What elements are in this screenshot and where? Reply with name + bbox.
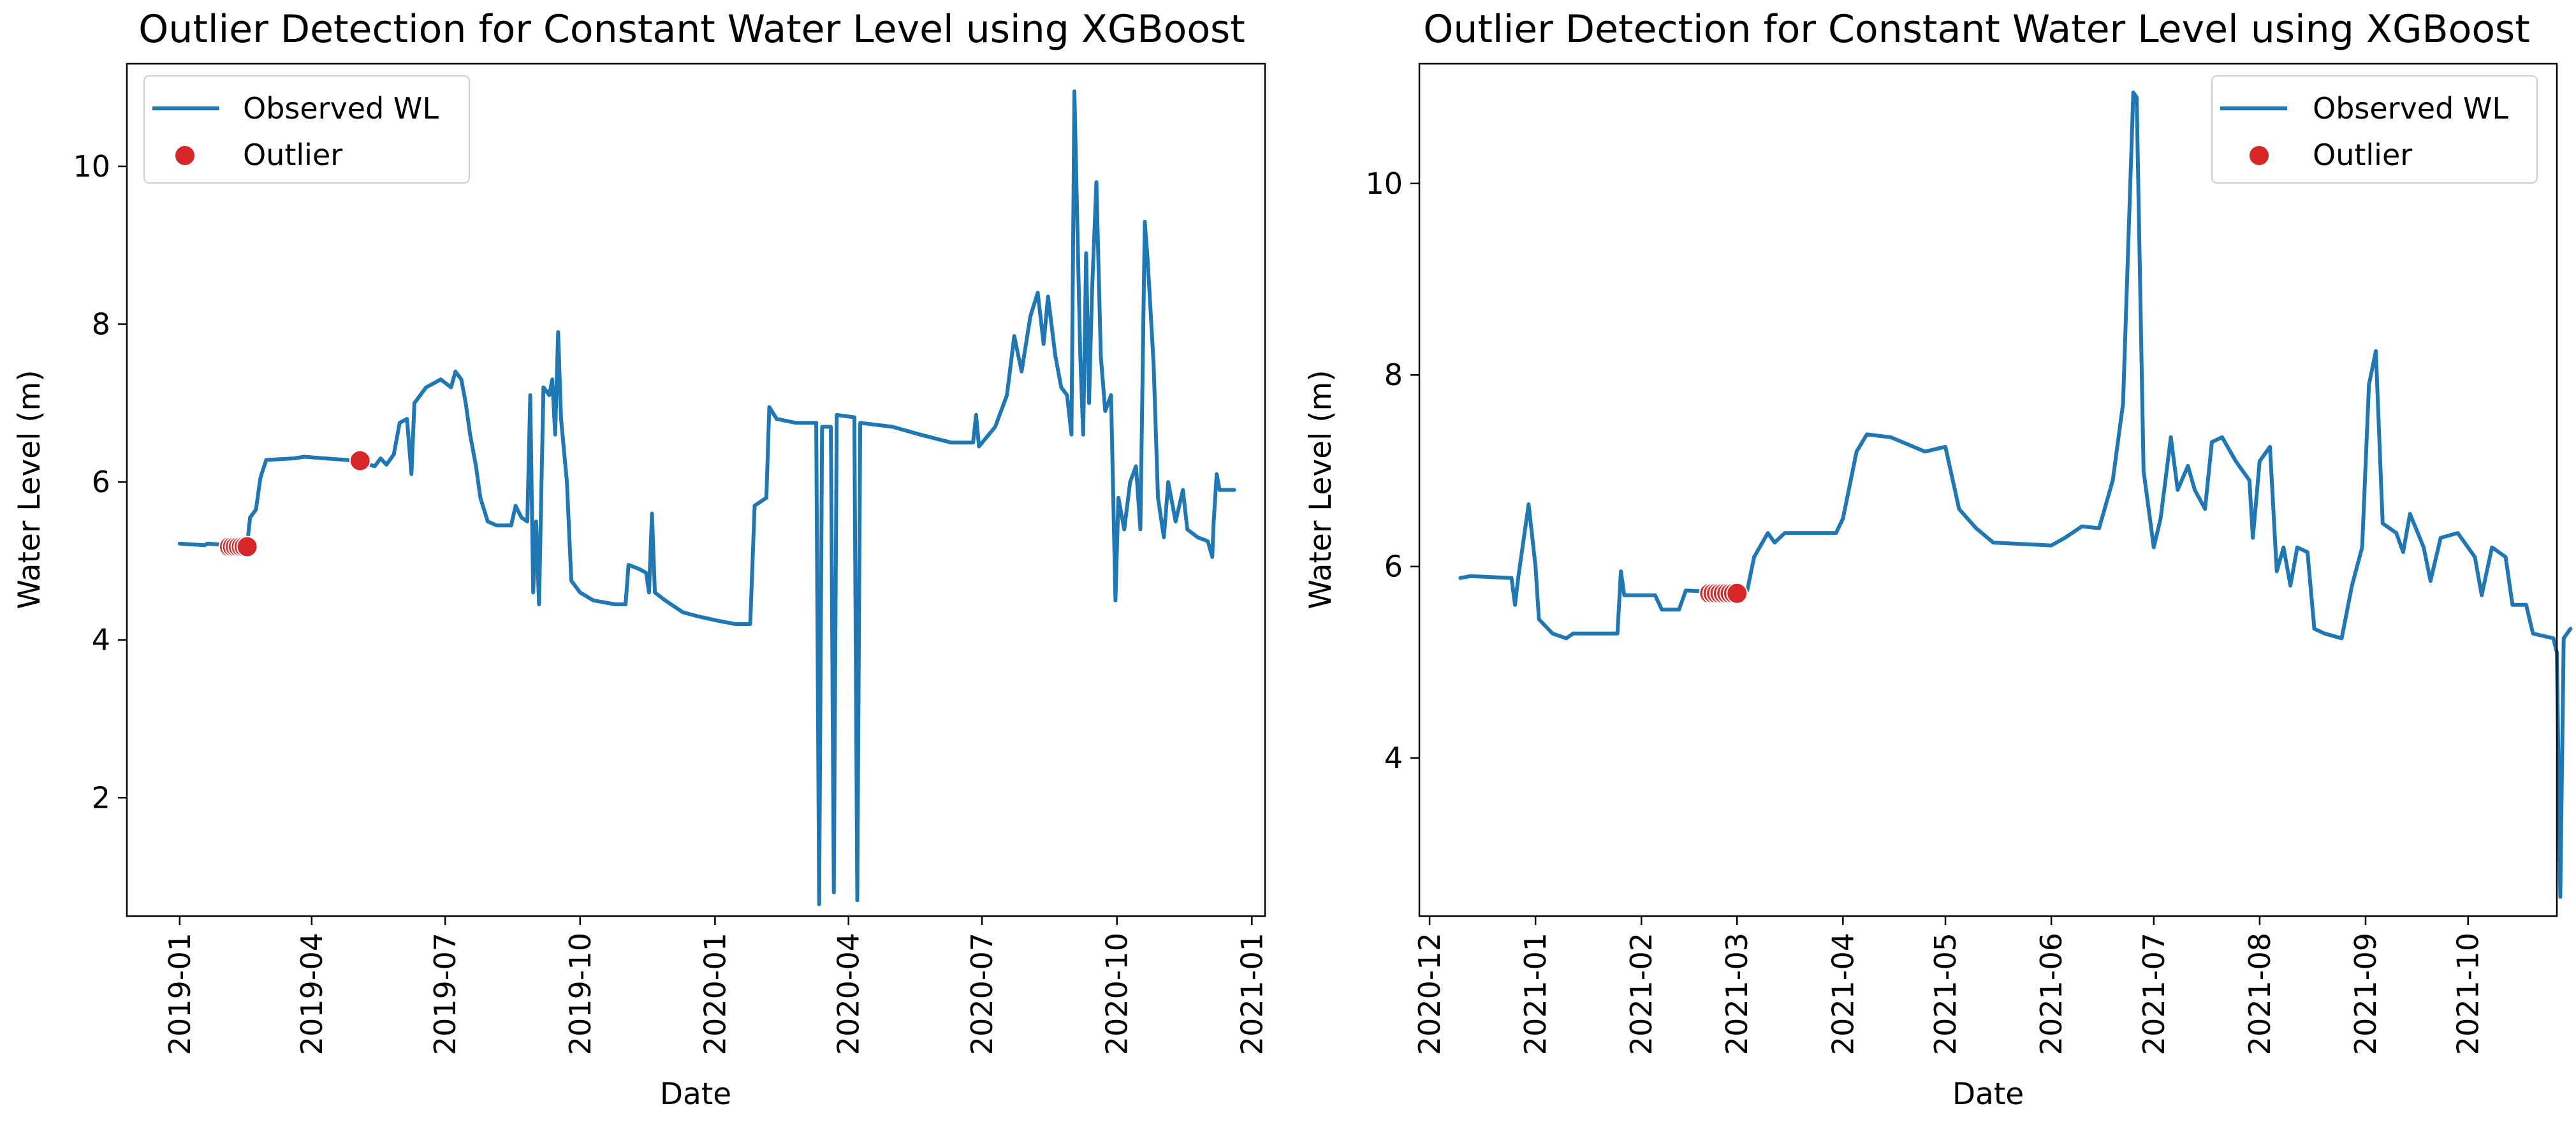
left-x-tick-label: 2019-07 <box>428 933 462 1055</box>
right-x-tick-label: 2021-04 <box>1826 933 1860 1055</box>
right-x-tick-label: 2020-12 <box>1412 933 1447 1055</box>
left-x-tick-label: 2019-04 <box>295 933 329 1055</box>
chart-left-legend-label-outlier: Outlier <box>243 138 342 172</box>
left-x-tick-label: 2020-04 <box>831 933 866 1055</box>
left-outlier-point <box>236 535 258 558</box>
chart-right-title: Outlier Detection for Constant Water Lev… <box>1423 7 2530 52</box>
chart-right-legend-label-outlier: Outlier <box>2313 138 2412 172</box>
right-y-tick-label: 4 <box>1384 741 1403 775</box>
chart-right-frame <box>1418 62 2558 917</box>
right-x-tick-label: 2021-07 <box>2137 933 2171 1055</box>
right-x-tick-label: 2021-05 <box>1928 933 1963 1055</box>
chart-right-xlabel: Date <box>1952 1077 2024 1112</box>
left-outlier-point <box>349 449 371 472</box>
right-y-tick-label: 10 <box>1365 166 1403 201</box>
left-x-tick-label: 2021-01 <box>1234 933 1269 1055</box>
left-x-tick-label: 2020-01 <box>698 933 732 1055</box>
right-x-tick-label: 2021-03 <box>1720 933 1754 1055</box>
chart-left-plot: 2 4 6 8 10 2019-01 2019-04 2019-07 2019-10 2020-0… <box>73 89 1269 1055</box>
left-x-tick-label: 2019-01 <box>163 933 197 1055</box>
left-x-tick-label: 2020-07 <box>965 933 999 1055</box>
chart-left-legend-box <box>143 75 470 184</box>
left-x-tick-label: 2020-10 <box>1100 933 1134 1055</box>
right-x-tick-label: 2021-01 <box>1518 933 1553 1055</box>
chart-right-plot: 4 6 8 10 2020-12 2021-01 2021-02 2021-03 2021-04… <box>1365 91 2573 1055</box>
left-y-tick-label: 2 <box>92 780 110 815</box>
chart-right: Outlier Detection for Constant Water Lev… <box>1303 7 2573 1112</box>
chart-right-legend-marker-swatch <box>2248 145 2270 166</box>
right-x-tick-label: 2021-06 <box>2034 933 2068 1055</box>
left-y-tick-label: 4 <box>92 623 110 657</box>
chart-right-ylabel: Water Level (m) <box>1303 370 1338 609</box>
right-y-tick-label: 6 <box>1384 550 1403 584</box>
left-y-tick-label: 6 <box>92 465 110 499</box>
chart-left-legend: Observed WL Outlier <box>143 75 470 184</box>
right-observed-wl-line <box>1458 91 2573 899</box>
right-x-tick-label: 2021-09 <box>2348 933 2383 1055</box>
left-y-tick-label: 8 <box>92 307 110 342</box>
chart-left-title: Outlier Detection for Constant Water Lev… <box>138 7 1245 52</box>
chart-left: Outlier Detection for Constant Water Lev… <box>12 7 1269 1112</box>
right-y-tick-label: 8 <box>1384 358 1403 392</box>
left-y-tick-label: 10 <box>73 149 110 184</box>
chart-left-frame <box>126 62 1266 917</box>
chart-right-legend-label-observed: Observed WL <box>2313 91 2508 126</box>
right-x-tick-label: 2021-10 <box>2451 933 2485 1055</box>
chart-left-xlabel: Date <box>660 1077 731 1112</box>
chart-left-legend-marker-swatch <box>174 145 196 166</box>
chart-left-legend-label-observed: Observed WL <box>243 91 439 126</box>
right-x-tick-label: 2021-08 <box>2243 933 2277 1055</box>
chart-left-ylabel: Water Level (m) <box>12 370 47 609</box>
chart-right-legend: Observed WL Outlier <box>2211 75 2538 184</box>
right-x-tick-label: 2021-02 <box>1624 933 1658 1055</box>
left-x-tick-label: 2019-10 <box>563 933 597 1055</box>
right-outlier-point <box>1726 582 1748 604</box>
chart-right-legend-box <box>2211 75 2538 184</box>
left-observed-wl-line <box>177 89 1236 907</box>
